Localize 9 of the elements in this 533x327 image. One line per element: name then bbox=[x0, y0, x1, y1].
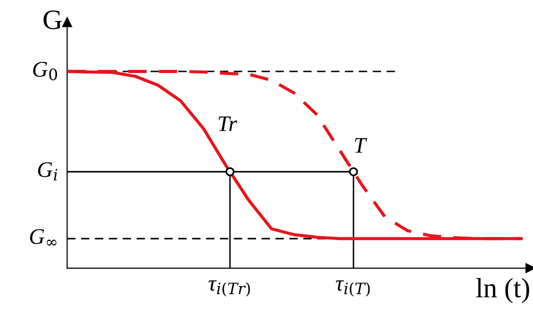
ref-line-label: G$_{∞}$ bbox=[30, 229, 56, 246]
text: τ$_{i(T)}$ bbox=[336, 280, 370, 296]
series-label: Tr bbox=[218, 116, 238, 132]
series-label: T bbox=[354, 138, 368, 153]
ref-line-label: G$_{i}$ bbox=[38, 162, 58, 180]
x-axis-title: ln (t) bbox=[476, 278, 530, 304]
ref-line-label: G$_{0}$ bbox=[33, 62, 58, 80]
text: τ$_{i(Tr)}$ bbox=[208, 280, 250, 296]
y-axis-title: G bbox=[44, 10, 62, 30]
